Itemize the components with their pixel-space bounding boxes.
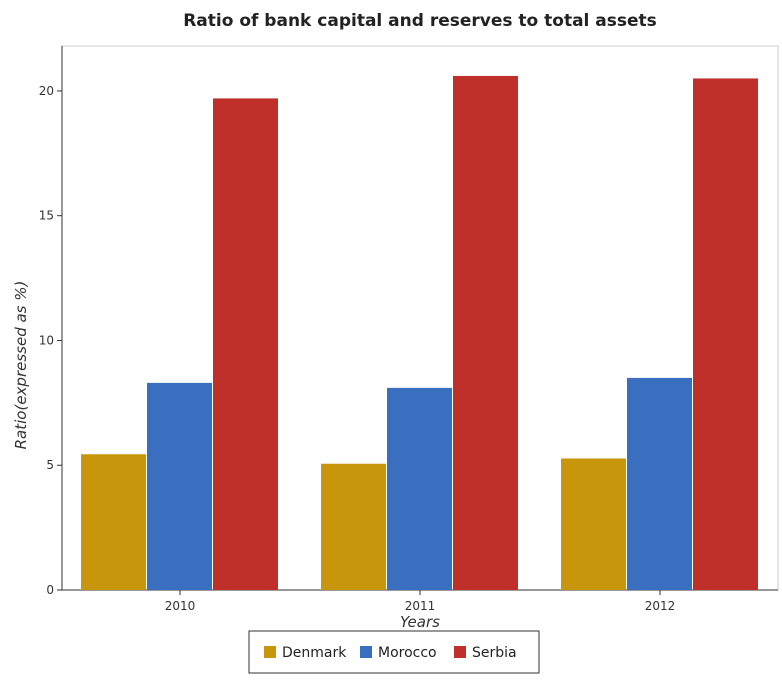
bar-serbia-2010 <box>213 98 278 590</box>
legend-box <box>248 630 540 674</box>
bar-denmark-2010 <box>81 454 146 590</box>
y-axis-label: Ratio(expressed as %) <box>12 281 30 450</box>
y-tick-label: 20 <box>39 84 54 98</box>
x-axis-label: Years <box>400 613 440 631</box>
bar-denmark-2012 <box>561 458 626 590</box>
bar-morocco-2012 <box>627 377 692 590</box>
bar-morocco-2010 <box>147 382 212 590</box>
y-tick-label: 15 <box>39 209 54 223</box>
y-tick-label: 0 <box>46 583 54 597</box>
x-tick-label: 2012 <box>645 599 676 613</box>
legend-label-denmark: Denmark <box>282 645 347 661</box>
bar-serbia-2012 <box>693 78 758 590</box>
bar-denmark-2011 <box>321 463 386 590</box>
y-tick-label: 10 <box>39 333 54 347</box>
plot-area: 0 5 10 15 20 2010 2011 2012 <box>39 45 779 613</box>
legend-swatch-serbia <box>454 646 466 658</box>
legend-swatch-morocco <box>360 646 372 658</box>
legend: Denmark Morocco Serbia <box>248 630 540 674</box>
chart-title: Ratio of bank capital and reserves to to… <box>183 11 657 31</box>
bar-morocco-2011 <box>387 387 452 590</box>
legend-swatch-denmark <box>264 646 276 658</box>
x-tick-label: 2011 <box>405 599 436 613</box>
x-tick-label: 2010 <box>165 599 196 613</box>
y-tick-label: 5 <box>46 458 54 472</box>
legend-label-morocco: Morocco <box>378 645 437 661</box>
legend-label-serbia: Serbia <box>472 645 517 661</box>
bar-serbia-2011 <box>453 75 518 591</box>
